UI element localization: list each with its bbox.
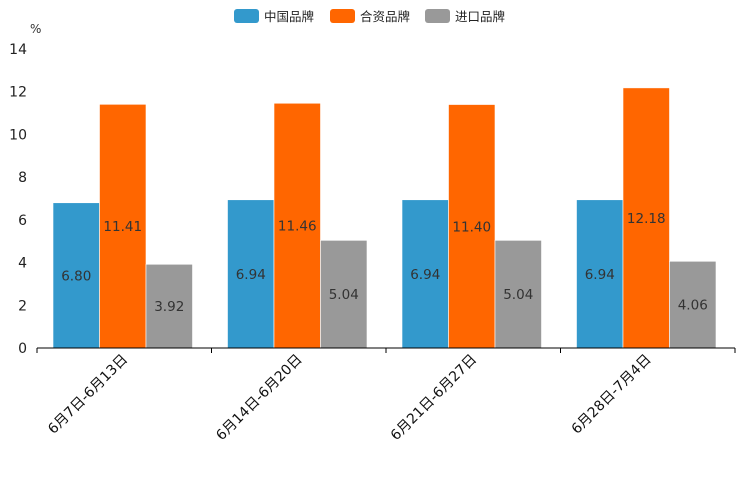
- x-axis: 6月7日-6月13日 6月14日-6月20日 6月21日-6月27日 6月28日-7月…: [36, 347, 736, 444]
- y-tick-label: 2: [18, 298, 27, 314]
- y-tick-label: 12: [9, 85, 27, 101]
- data-label-2-2: 5.04: [503, 287, 533, 303]
- x-tick-label-1: 6月14日-6月20日: [213, 352, 305, 444]
- y-tick-label: 4: [18, 256, 27, 272]
- data-label-2-3: 4.06: [678, 298, 708, 314]
- y-tick-label: 8: [18, 170, 27, 186]
- x-tick-label-3: 6月28日-7月4日: [569, 352, 655, 438]
- legend-swatch-0[interactable]: [234, 9, 259, 23]
- data-labels: 6.80 11.41 3.92 6.94 11.46 5.04 6.94 11.40 5.04 6…: [61, 211, 708, 315]
- bar-0-3[interactable]: [576, 199, 624, 349]
- data-label-1-2: 11.40: [452, 219, 491, 235]
- bars: [52, 87, 717, 349]
- data-label-1-0: 11.41: [103, 219, 142, 235]
- bar-1-0[interactable]: [99, 104, 147, 349]
- legend: 中国品牌 合资品牌 进口品牌: [234, 9, 505, 24]
- x-tick-label-2: 6月21日-6月27日: [388, 352, 480, 444]
- y-tick-label: 14: [9, 42, 27, 58]
- bar-1-2[interactable]: [448, 104, 496, 349]
- legend-swatch-1[interactable]: [330, 9, 355, 23]
- x-tick-label-0: 6月7日-6月13日: [45, 352, 131, 438]
- data-label-0-3: 6.94: [585, 267, 615, 283]
- data-label-0-2: 6.94: [410, 267, 440, 283]
- y-axis: 0 2 4 6 8 10 12 14: [9, 42, 27, 357]
- data-label-0-1: 6.94: [236, 267, 266, 283]
- legend-label-2: 进口品牌: [455, 9, 505, 24]
- y-axis-unit-label: %: [30, 22, 41, 36]
- data-label-2-0: 3.92: [154, 299, 184, 315]
- data-label-1-3: 12.18: [627, 211, 666, 227]
- legend-label-0: 中国品牌: [264, 9, 314, 24]
- bar-2-0[interactable]: [145, 263, 193, 349]
- bar-2-1[interactable]: [320, 240, 368, 349]
- bar-2-3[interactable]: [669, 260, 717, 349]
- data-label-0-0: 6.80: [61, 268, 91, 284]
- legend-swatch-2[interactable]: [425, 9, 450, 23]
- y-tick-label: 10: [9, 127, 27, 143]
- legend-label-1: 合资品牌: [360, 9, 410, 24]
- y-tick-label: 6: [18, 213, 27, 229]
- bar-1-3[interactable]: [622, 87, 670, 349]
- data-label-2-1: 5.04: [329, 287, 359, 303]
- bar-1-1[interactable]: [273, 102, 321, 349]
- y-tick-label: 0: [18, 341, 27, 357]
- bar-0-1[interactable]: [227, 199, 275, 349]
- bar-0-0[interactable]: [52, 202, 100, 349]
- data-label-1-1: 11.46: [278, 219, 317, 235]
